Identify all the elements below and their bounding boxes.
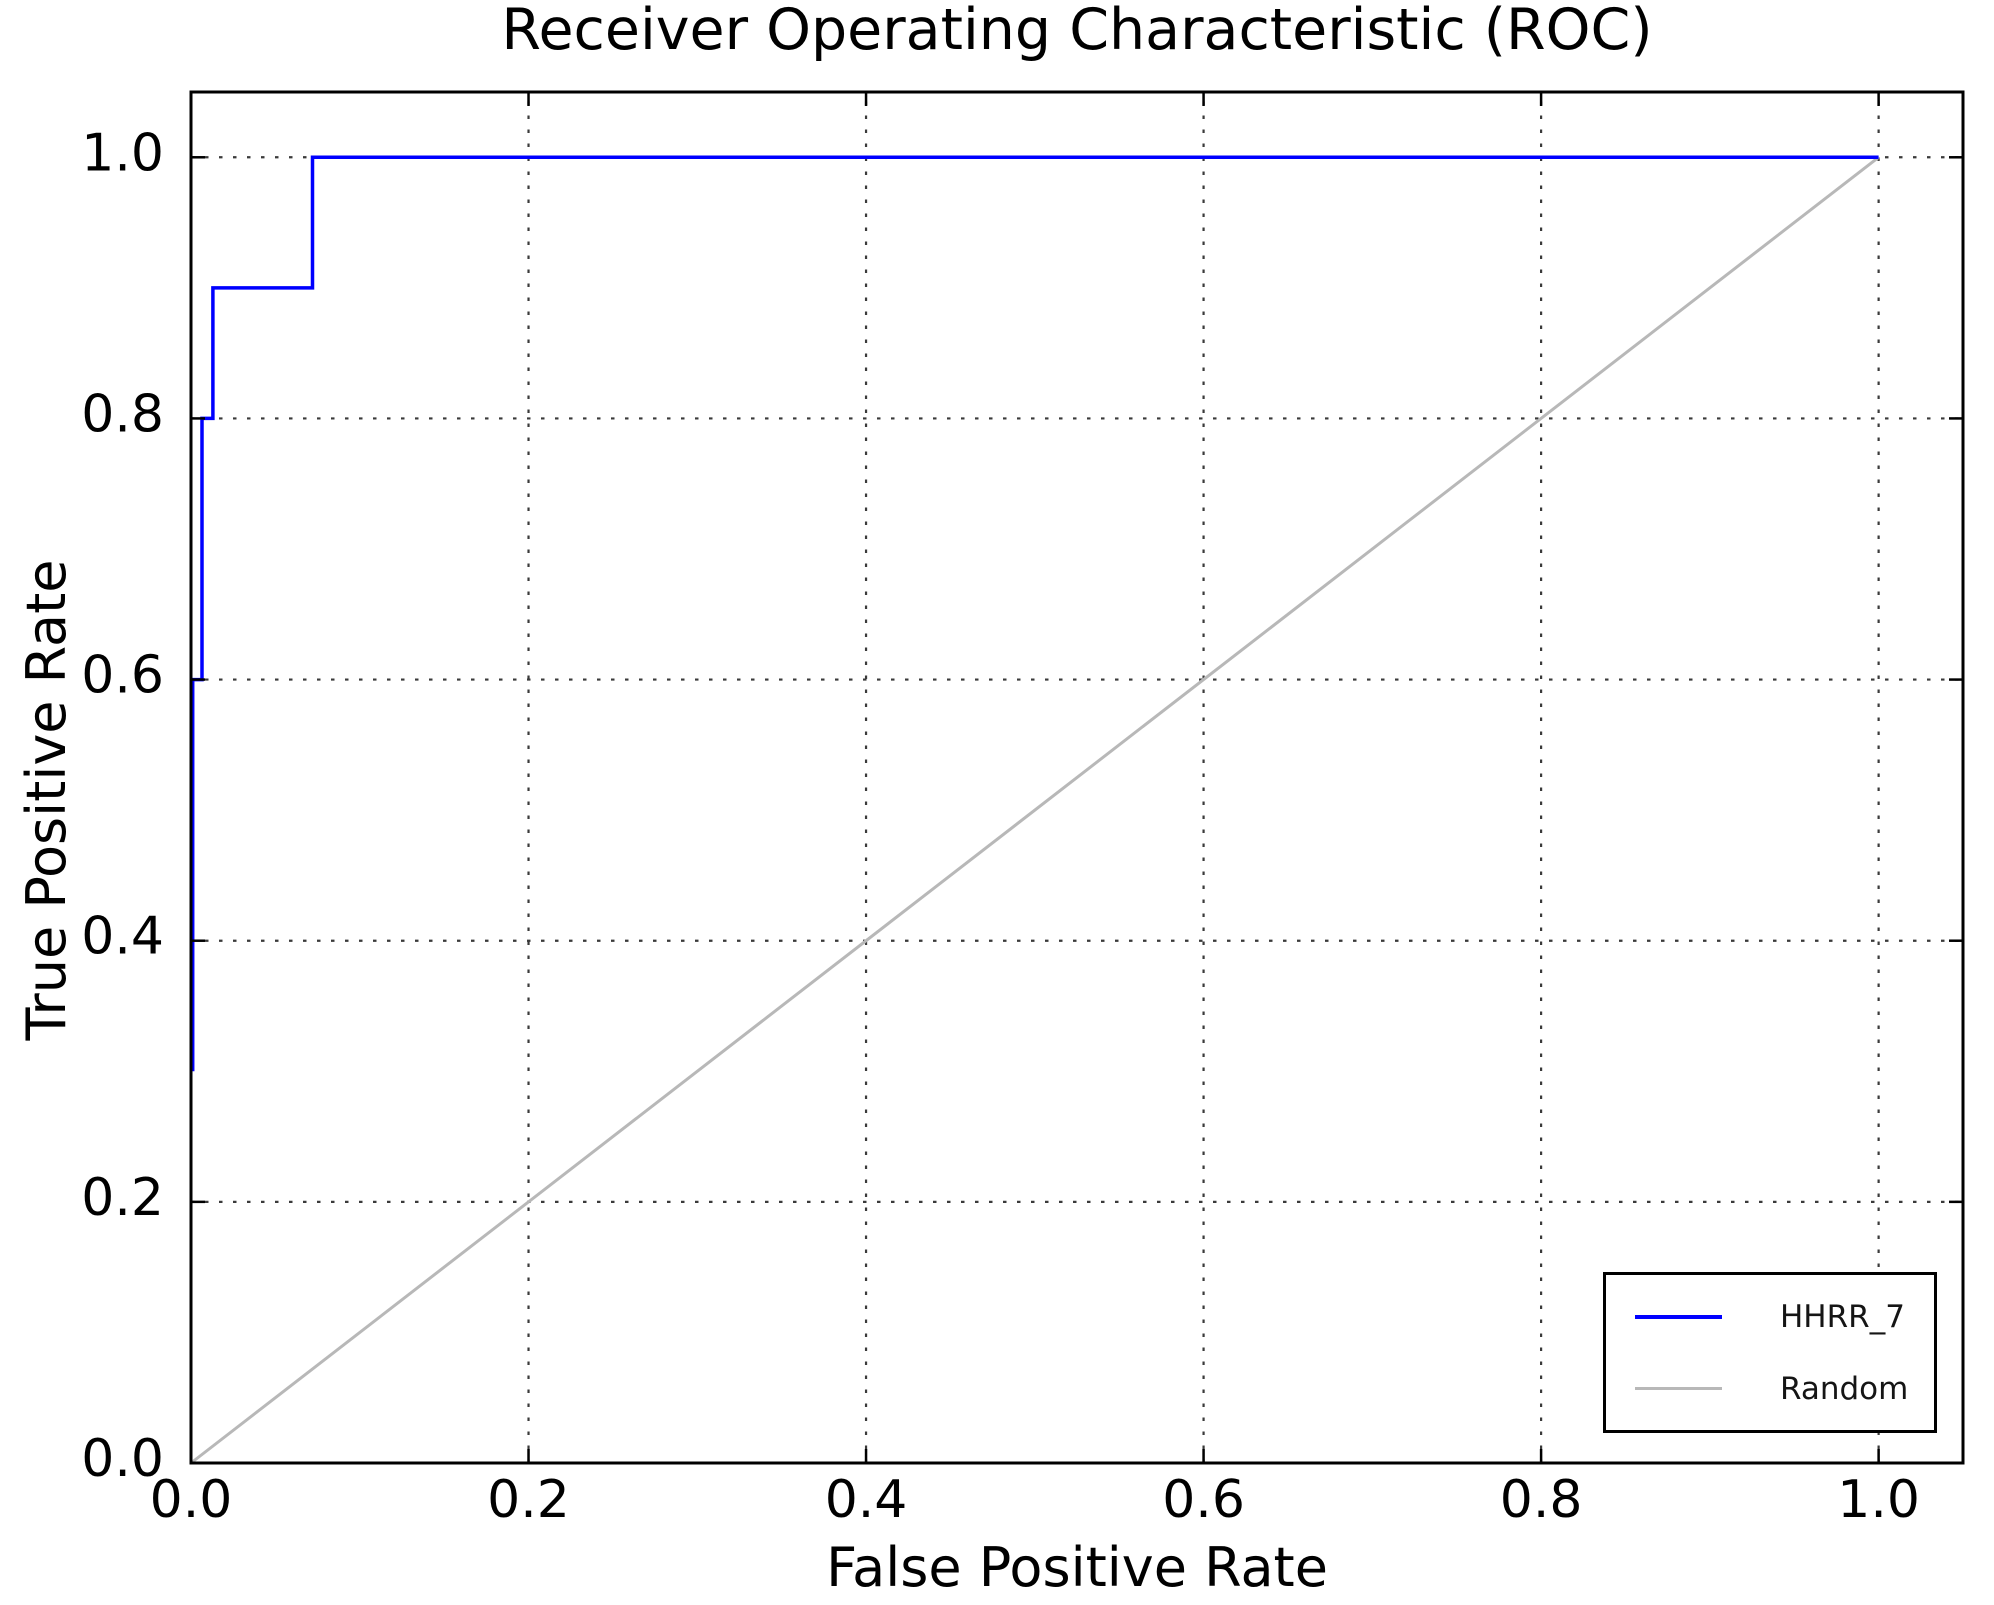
legend-label-random: Random [1780,1370,1909,1407]
x-tick-label: 0.2 [487,1470,570,1530]
legend-line-sample-hhrr7 [1635,1314,1722,1319]
legend-label-hhrr7: HHRR_7 [1780,1298,1905,1335]
axes-spines [189,90,1965,1465]
y-tick-label: 0.6 [81,646,164,706]
chart-title: Receiver Operating Characteristic (ROC) [501,0,1653,63]
legend-line-sample-random [1635,1387,1722,1390]
x-axis-label: False Positive Rate [826,1536,1328,1599]
x-tick-label: 0.0 [150,1470,233,1530]
y-tick-label: 0.8 [81,384,164,444]
legend-item-hhrr7: HHRR_7 [1635,1301,1934,1333]
y-tick-label: 1.0 [81,123,164,183]
y-tick-label: 0.4 [81,907,164,967]
legend-item-random: Random [1635,1373,1934,1405]
legend: HHRR_7 Random [1603,1272,1937,1433]
x-tick-label: 0.4 [825,1470,908,1530]
y-tick-label: 0.2 [81,1168,164,1228]
y-tick-label: 0.0 [81,1429,164,1489]
x-tick-label: 1.0 [1837,1470,1920,1530]
x-tick-label: 0.6 [1162,1470,1245,1530]
x-tick-label: 0.8 [1500,1470,1583,1530]
y-axis-label: True Positive Rate [15,559,78,1041]
series-random [190,156,1880,1465]
